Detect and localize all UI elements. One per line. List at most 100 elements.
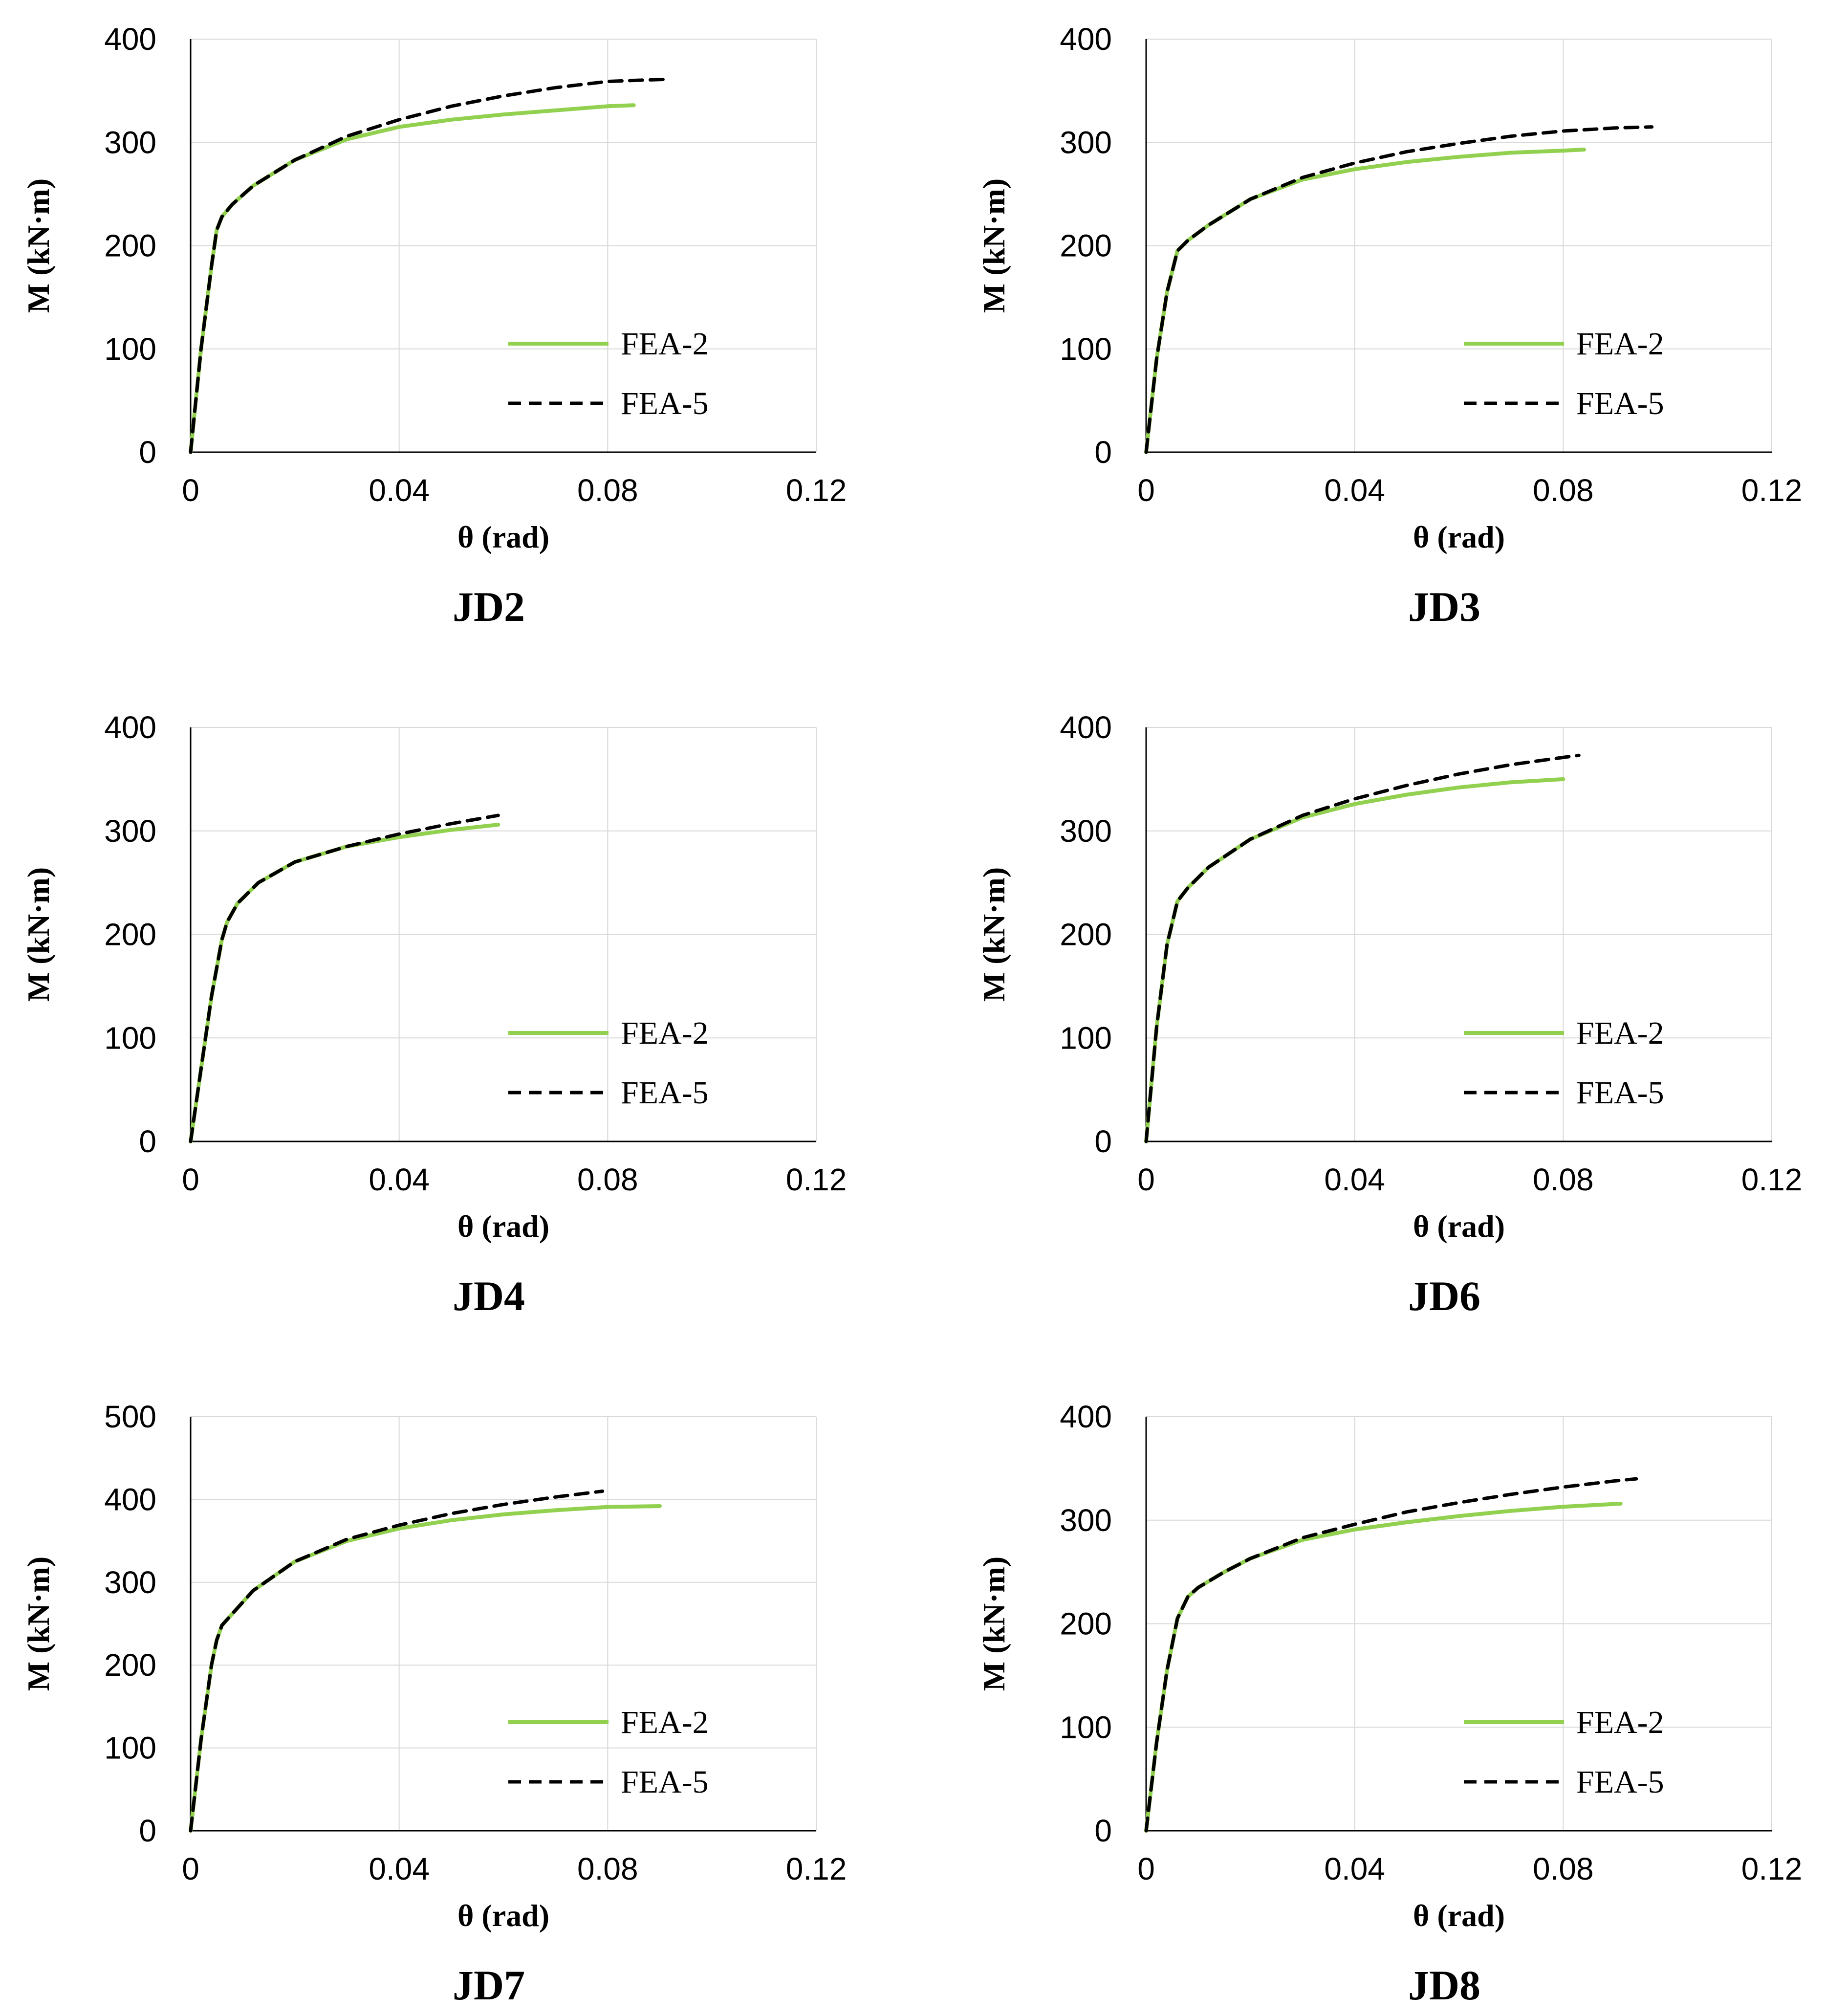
x-tick-label: 0.12 <box>1741 1162 1803 1197</box>
y-tick-label: 200 <box>104 228 156 263</box>
x-axis-title: θ (rad) <box>1413 1898 1505 1933</box>
x-tick-label: 0.12 <box>786 473 847 508</box>
chart-panel-3: 0 0.04 0.08 0.12 0 100 200 300 400 FEA-2 FEA-5 θ (r… <box>21 710 847 1319</box>
y-tick-label: 200 <box>1060 917 1112 952</box>
y-tick-label: 0 <box>139 1813 156 1848</box>
legend-label: FEA-5 <box>621 1764 709 1800</box>
y-tick-label: 400 <box>1060 1399 1112 1434</box>
y-tick-label: 400 <box>1060 22 1112 57</box>
y-tick-label: 300 <box>104 125 156 160</box>
x-tick-label: 0 <box>1137 1851 1155 1886</box>
x-tick-label: 0 <box>182 1162 199 1197</box>
y-tick-label: 100 <box>1060 1020 1112 1055</box>
y-tick-label: 300 <box>1060 125 1112 160</box>
y-tick-label: 100 <box>104 1020 156 1055</box>
y-axis-title: M (kN·m) <box>977 867 1011 1002</box>
panel-title: JD2 <box>453 583 525 630</box>
chart-panel-1: 0 0.04 0.08 0.12 0 100 200 300 400 FEA-2 FEA-5 θ (r… <box>21 22 847 630</box>
y-axis-title: M (kN·m) <box>21 178 56 313</box>
chart-panel-5: 0 0.04 0.08 0.12 0 100 200 300 400 500 FEA-2 FEA-5 θ… <box>21 1399 847 2009</box>
series-line-fea-2 <box>1144 148 1586 454</box>
x-axis-title: θ (rad) <box>457 1898 549 1933</box>
panel-title: JD6 <box>1408 1272 1480 1319</box>
y-axis-title: M (kN·m) <box>977 178 1011 313</box>
y-tick-label: 400 <box>104 710 156 745</box>
series-line-fea-5 <box>189 1490 605 1833</box>
x-tick-label: 0.08 <box>1533 473 1594 508</box>
x-tick-label: 0 <box>182 473 199 508</box>
legend-label: FEA-5 <box>621 386 709 421</box>
y-tick-label: 200 <box>1060 1606 1112 1642</box>
x-axis-title: θ (rad) <box>457 520 549 554</box>
y-axis-title: M (kN·m) <box>21 867 56 1002</box>
y-tick-label: 200 <box>104 1647 156 1683</box>
x-tick-label: 0.08 <box>577 1162 638 1197</box>
legend-label: FEA-2 <box>621 326 709 362</box>
series-line-fea-2 <box>189 823 500 1143</box>
x-tick-label: 0.08 <box>577 473 638 508</box>
x-tick-label: 0.08 <box>1533 1851 1594 1886</box>
chart-panel-2: 0 0.04 0.08 0.12 0 100 200 300 400 FEA-2 FEA-5 θ (r… <box>977 22 1802 630</box>
y-tick-label: 100 <box>1060 1709 1112 1745</box>
x-tick-label: 0.04 <box>1324 473 1385 508</box>
y-tick-label: 400 <box>1060 710 1112 745</box>
x-axis-title: θ (rad) <box>1413 1209 1505 1244</box>
x-tick-label: 0.04 <box>1324 1162 1385 1197</box>
y-tick-label: 200 <box>104 917 156 952</box>
y-tick-label: 100 <box>104 1731 156 1766</box>
panel-title: JD7 <box>453 1962 525 2009</box>
x-tick-label: 0.04 <box>369 1162 430 1197</box>
legend-label: FEA-5 <box>621 1075 709 1111</box>
chart-panel-4: 0 0.04 0.08 0.12 0 100 200 300 400 FEA-2 FEA-5 θ (r… <box>977 710 1802 1319</box>
x-tick-label: 0.08 <box>1533 1162 1594 1197</box>
x-tick-label: 0 <box>1137 1162 1155 1197</box>
panel-title: JD4 <box>453 1272 525 1319</box>
series-line-fea-5 <box>1144 1477 1638 1833</box>
y-tick-label: 400 <box>104 22 156 57</box>
y-axis-title: M (kN·m) <box>21 1556 56 1691</box>
legend-label: FEA-5 <box>1576 386 1664 421</box>
x-tick-label: 0.08 <box>577 1851 638 1886</box>
y-tick-label: 400 <box>104 1482 156 1517</box>
y-tick-label: 300 <box>104 1565 156 1600</box>
series-line-fea-5 <box>1144 753 1581 1143</box>
x-tick-label: 0.12 <box>1741 473 1803 508</box>
y-axis-title: M (kN·m) <box>977 1556 1011 1691</box>
y-tick-label: 200 <box>1060 228 1112 263</box>
x-axis-title: θ (rad) <box>1413 520 1505 554</box>
y-tick-label: 500 <box>104 1399 156 1434</box>
series-line-fea-5 <box>189 77 667 454</box>
legend-label: FEA-5 <box>1576 1075 1664 1111</box>
y-tick-label: 0 <box>139 435 156 470</box>
x-tick-label: 0.12 <box>1741 1851 1803 1886</box>
legend-label: FEA-2 <box>621 1705 709 1740</box>
legend-label: FEA-2 <box>1576 326 1664 362</box>
panel-title: JD3 <box>1408 583 1480 630</box>
x-tick-label: 0.04 <box>369 473 430 508</box>
y-tick-label: 0 <box>1094 1813 1112 1848</box>
x-tick-label: 0.12 <box>786 1162 847 1197</box>
legend-label: FEA-2 <box>1576 1705 1664 1740</box>
series-line-fea-2 <box>189 1504 662 1833</box>
panel-title: JD8 <box>1408 1962 1480 2009</box>
y-tick-label: 300 <box>1060 1503 1112 1538</box>
x-tick-label: 0.12 <box>786 1851 847 1886</box>
series-line-fea-2 <box>189 103 636 454</box>
x-tick-label: 0.04 <box>369 1851 430 1886</box>
y-tick-label: 100 <box>1060 331 1112 367</box>
x-tick-label: 0 <box>182 1851 199 1886</box>
series-line-fea-5 <box>1144 125 1654 454</box>
y-tick-label: 300 <box>104 813 156 849</box>
legend-label: FEA-2 <box>1576 1015 1664 1051</box>
y-tick-label: 300 <box>1060 813 1112 849</box>
legend-label: FEA-2 <box>621 1015 709 1051</box>
y-tick-label: 100 <box>104 331 156 367</box>
x-axis-title: θ (rad) <box>457 1209 549 1244</box>
series-line-fea-5 <box>189 813 500 1143</box>
x-tick-label: 0 <box>1137 473 1155 508</box>
legend-label: FEA-5 <box>1576 1764 1664 1800</box>
chart-panel-6: 0 0.04 0.08 0.12 0 100 200 300 400 FEA-2 FEA-5 θ (r… <box>977 1399 1802 2009</box>
y-tick-label: 0 <box>1094 1124 1112 1159</box>
y-tick-label: 0 <box>1094 435 1112 470</box>
